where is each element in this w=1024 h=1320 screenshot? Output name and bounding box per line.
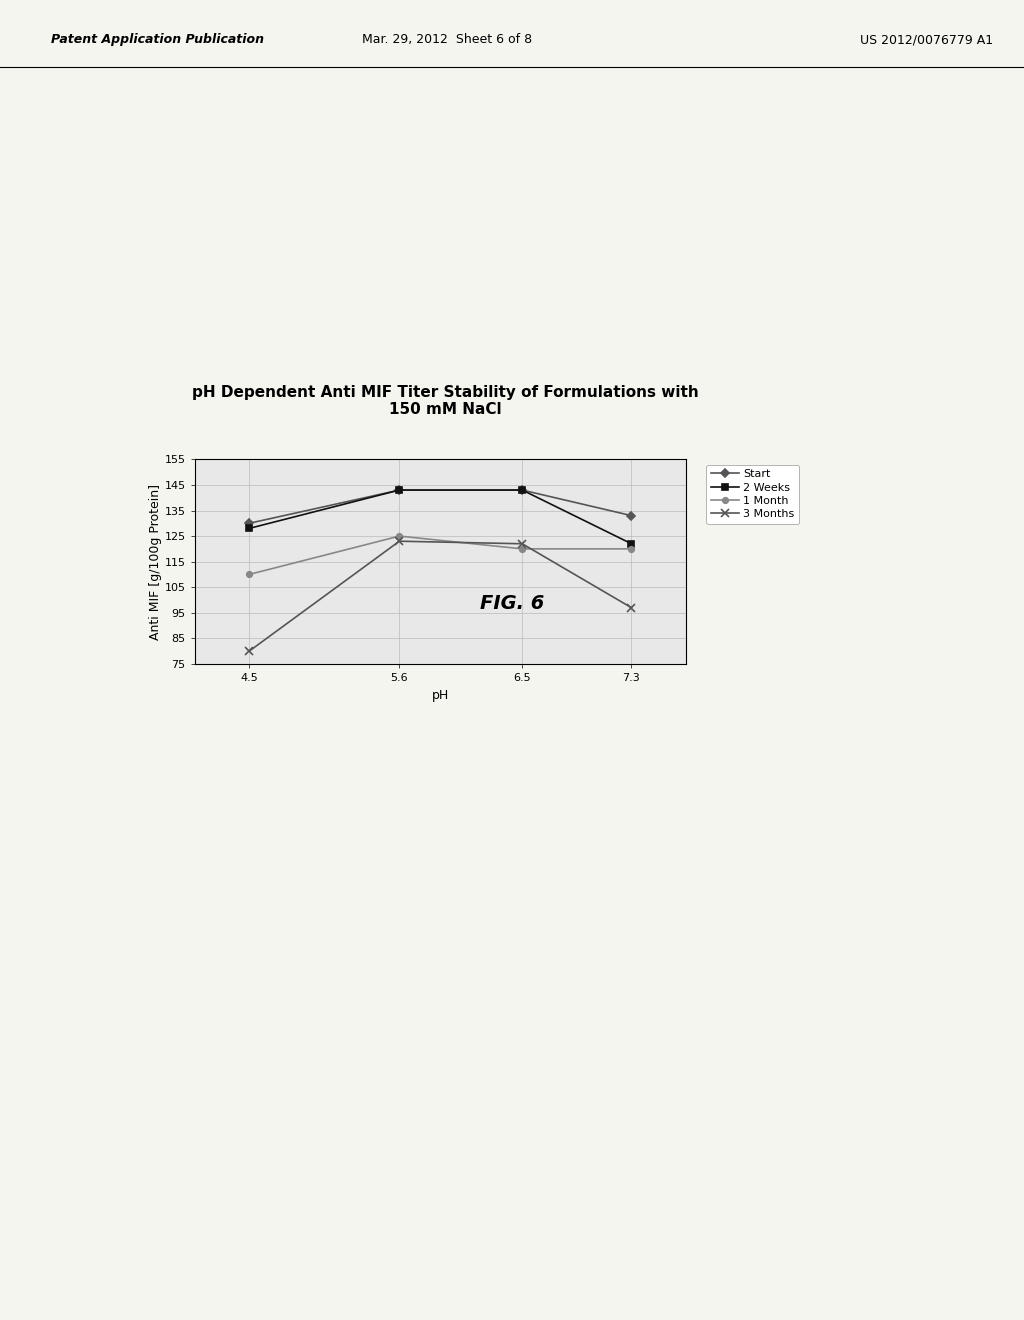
Text: Mar. 29, 2012  Sheet 6 of 8: Mar. 29, 2012 Sheet 6 of 8 <box>361 33 531 46</box>
Line: 1 Month: 1 Month <box>247 533 634 577</box>
2 Weeks <box>393 482 406 498</box>
1 Month <box>516 541 528 557</box>
Text: US 2012/0076779 A1: US 2012/0076779 A1 <box>860 33 993 46</box>
2 Weeks <box>243 520 255 536</box>
Start <box>626 508 638 524</box>
1 Month <box>243 566 255 582</box>
2 Weeks <box>626 536 638 552</box>
Start <box>243 515 255 531</box>
Line: Start: Start <box>247 487 634 527</box>
Start <box>393 482 406 498</box>
2 Weeks <box>516 482 528 498</box>
Text: Patent Application Publication: Patent Application Publication <box>51 33 264 46</box>
Text: pH Dependent Anti MIF Titer Stability of Formulations with
150 mM NaCl: pH Dependent Anti MIF Titer Stability of… <box>193 385 698 417</box>
X-axis label: pH: pH <box>432 689 449 701</box>
3 Months <box>243 643 255 659</box>
Text: FIG. 6: FIG. 6 <box>480 594 544 612</box>
Legend: Start, 2 Weeks, 1 Month, 3 Months: Start, 2 Weeks, 1 Month, 3 Months <box>707 465 799 524</box>
Y-axis label: Anti MIF [g/100g Protein]: Anti MIF [g/100g Protein] <box>148 483 162 640</box>
1 Month <box>626 541 638 557</box>
Start <box>516 482 528 498</box>
Line: 2 Weeks: 2 Weeks <box>247 487 634 546</box>
3 Months <box>626 599 638 615</box>
1 Month <box>393 528 406 544</box>
3 Months <box>516 536 528 552</box>
Line: 3 Months: 3 Months <box>245 537 636 655</box>
3 Months <box>393 533 406 549</box>
